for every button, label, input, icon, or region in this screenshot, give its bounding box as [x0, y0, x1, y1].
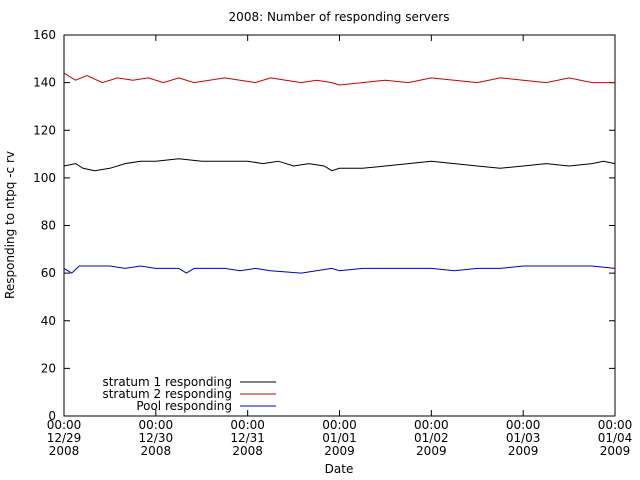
legend-label: stratum 2 responding	[102, 387, 232, 401]
x-tick-label: 2009	[600, 444, 631, 458]
x-axis-label: Date	[325, 462, 354, 476]
series-line-pool-responding	[63, 265, 616, 274]
legend-label: Pool responding	[136, 399, 232, 413]
x-tick-label: 12/29	[47, 431, 82, 445]
x-tick-label: 01/02	[414, 431, 449, 445]
x-tick-label: 12/31	[230, 431, 265, 445]
y-tick-label: 60	[41, 266, 56, 280]
y-tick-label: 140	[33, 76, 56, 90]
x-tick-label: 12/30	[139, 431, 174, 445]
x-tick-label: 00:00	[506, 418, 541, 432]
x-axis-ticks: 00:0012/29200800:0012/30200800:0012/3120…	[47, 35, 633, 458]
y-tick-label: 160	[33, 28, 56, 42]
x-tick-label: 2008	[49, 444, 80, 458]
legend-label: stratum 1 responding	[102, 375, 232, 389]
y-tick-label: 40	[41, 314, 56, 328]
x-tick-label: 01/04	[598, 431, 633, 445]
chart-title: 2008: Number of responding servers	[229, 10, 450, 24]
y-tick-label: 100	[33, 171, 56, 185]
y-tick-label: 80	[41, 219, 56, 233]
y-axis-ticks: 0 20 40 60 80 100 120 140 160	[33, 28, 615, 423]
x-tick-label: 00:00	[598, 418, 633, 432]
y-tick-label: 120	[33, 123, 56, 137]
x-tick-label: 00:00	[414, 418, 449, 432]
x-tick-label: 2008	[141, 444, 172, 458]
y-tick-label: 0	[48, 409, 56, 423]
x-tick-label: 00:00	[47, 418, 82, 432]
series-line-stratum-1-responding	[63, 158, 616, 172]
series-line-stratum-2-responding	[63, 72, 615, 86]
x-tick-label: 01/01	[322, 431, 357, 445]
y-axis-label: Responding to ntpq -c rv	[3, 151, 17, 299]
x-tick-label: 00:00	[139, 418, 174, 432]
y-tick-label: 20	[41, 361, 56, 375]
x-tick-label: 2008	[232, 444, 263, 458]
plot-frame	[63, 34, 616, 417]
x-tick-label: 01/03	[506, 431, 541, 445]
x-tick-label: 2009	[416, 444, 447, 458]
x-tick-label: 00:00	[230, 418, 265, 432]
series-group	[63, 72, 616, 274]
x-tick-label: 2009	[324, 444, 355, 458]
x-tick-label: 2009	[508, 444, 539, 458]
x-tick-label: 00:00	[322, 418, 357, 432]
